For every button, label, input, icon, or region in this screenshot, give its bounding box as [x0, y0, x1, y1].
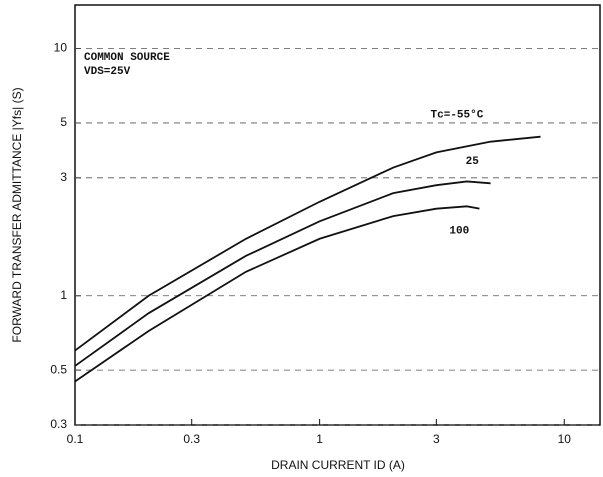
y-tick-label: 1 [60, 288, 67, 302]
y-tick-label: 0.3 [50, 417, 67, 431]
x-axis-label: DRAIN CURRENT ID (A) [271, 458, 405, 472]
series-label: Tc=-55°C [431, 110, 484, 122]
annotation: COMMON SOURCE [84, 52, 170, 64]
series-label: 25 [466, 156, 480, 168]
x-tick-label: 0.3 [183, 432, 200, 446]
annotation: VDS=25V [84, 66, 131, 78]
x-tick-label: 0.1 [67, 432, 84, 446]
series-label: 100 [449, 226, 469, 238]
plot-frame [74, 4, 601, 426]
y-tick-label: 5 [60, 115, 67, 129]
y-tick-label: 3 [60, 170, 67, 184]
x-tick-label: 3 [433, 432, 440, 446]
curve [74, 135, 541, 352]
x-tick-label: 1 [316, 432, 323, 446]
x-tick-label: 10 [558, 432, 572, 446]
y-tick-label: 0.5 [50, 362, 67, 376]
curve [74, 180, 491, 367]
y-tick-label: 10 [54, 41, 68, 55]
y-axis-label: FORWARD TRANSFER ADMITTANCE |Yfs| (S) [10, 87, 24, 342]
curve [74, 205, 480, 383]
